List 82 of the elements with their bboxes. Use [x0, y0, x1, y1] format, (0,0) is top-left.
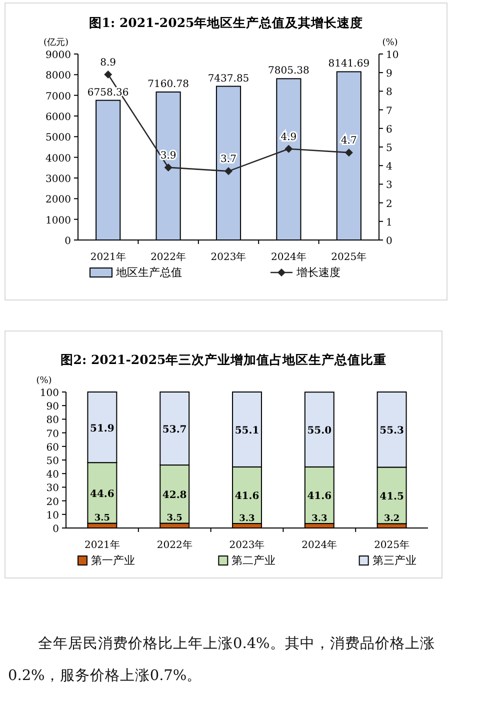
y-tick-label: 60: [46, 442, 59, 454]
y2-axis-title: (%): [382, 38, 398, 48]
y2-tick-label: 0: [386, 236, 392, 247]
y-axis-title: (亿元): [43, 37, 69, 48]
text: 全年居民消费价格比上年上涨0.4%。其中，消费品价格上涨0.2%，服务价格上涨0.7%。: [8, 635, 436, 686]
y-tick-label: 100: [40, 388, 59, 399]
y2-tick-label: 4: [386, 162, 392, 173]
chart-title: 图2: 2021-2025年三次产业增加值占地区生产总值比重: [60, 352, 387, 367]
legend-label: 地区生产总值: [115, 266, 182, 279]
data-label: 8.9: [100, 57, 116, 68]
data-label: 7160.78: [148, 79, 189, 90]
point: [164, 163, 172, 172]
data-label: 41.6: [307, 491, 332, 502]
x-tick-label: 2023年: [210, 251, 246, 263]
data-label: 4.7: [340, 136, 357, 147]
x-tick-label: 2024年: [302, 539, 338, 551]
y-tick-label: 2000: [46, 194, 71, 206]
y-tick-label: 1000: [46, 215, 71, 226]
data-label: 44.6: [90, 488, 114, 500]
point: [104, 70, 112, 78]
x-tick-label: 2021年: [90, 251, 126, 263]
y-tick-label: 6000: [46, 112, 71, 123]
data-label: 55.0: [307, 426, 332, 437]
data-label: 3.3: [239, 514, 255, 524]
y-tick-label: 8000: [46, 70, 71, 82]
data-label: 7437.85: [208, 73, 250, 84]
y-tick-label: 4000: [46, 153, 71, 164]
y-tick-label: 70: [46, 428, 59, 440]
data-label: 7805.38: [268, 66, 310, 77]
data-label: 4.9: [280, 132, 297, 143]
data-label: 55.3: [380, 426, 404, 437]
y-tick-label: 80: [46, 415, 59, 426]
legend-label: 第三产业: [372, 554, 416, 567]
y-tick-label: 0: [64, 236, 71, 247]
data-label: 8141.69: [328, 58, 370, 70]
y2-tick-label: 1: [386, 217, 392, 228]
y-tick-label: 50: [46, 456, 59, 467]
data-label: 51.9: [90, 423, 114, 434]
y-tick-label: 10: [46, 510, 59, 522]
data-label: 3.9: [160, 150, 176, 162]
y2-tick-label: 10: [386, 50, 399, 61]
x-tick-label: 2022年: [150, 251, 186, 263]
data-label: 41.6: [234, 491, 260, 502]
chart-title: 图1: 2021-2025年地区生产总值及其增长速度: [88, 15, 364, 30]
x-tick-label: 2024年: [270, 251, 306, 263]
y-tick-label: 90: [46, 402, 59, 413]
data-label: 3.2: [384, 514, 400, 524]
data-label: 42.8: [162, 490, 187, 502]
y2-tick-label: 9: [386, 68, 392, 80]
data-label: 3.3: [312, 514, 328, 524]
y2-tick-label: 7: [386, 106, 392, 117]
y-tick-label: 40: [46, 470, 59, 481]
y-tick-label: 30: [46, 483, 59, 494]
point: [224, 167, 232, 176]
y-tick-label: 7000: [46, 91, 71, 102]
data-label: 3.7: [220, 154, 236, 166]
y-tick-label: 20: [46, 496, 59, 508]
x-tick-label: 2025年: [374, 539, 410, 551]
y-tick-label: 5000: [46, 132, 71, 144]
x-tick-label: 2023年: [229, 539, 265, 551]
legend-label: 第二产业: [232, 554, 276, 567]
x-tick-label: 2025年: [331, 251, 367, 263]
x-tick-label: 2021年: [84, 539, 120, 551]
point: [344, 148, 353, 157]
legend-label: 增长速度: [296, 266, 340, 279]
y2-tick-label: 5: [386, 143, 392, 154]
y2-tick-label: 3: [386, 180, 392, 192]
data-label: 3.5: [166, 514, 182, 524]
data-label: 55.1: [234, 425, 260, 436]
y2-tick-label: 8: [386, 87, 392, 98]
y-tick-label: 9000: [46, 50, 71, 61]
data-label: 41.5: [380, 491, 404, 502]
y-axis-title: (%): [36, 376, 52, 386]
y2-tick-label: 6: [386, 124, 392, 136]
y-tick-label: 3000: [46, 174, 71, 185]
data-label: 53.7: [162, 424, 187, 436]
y2-tick-label: 2: [386, 198, 392, 210]
x-tick-label: 2022年: [156, 539, 192, 551]
y-tick-label: 0: [52, 524, 59, 535]
legend-label: 第一产业: [91, 554, 135, 567]
data-label: 3.5: [94, 514, 110, 524]
point: [284, 144, 293, 153]
